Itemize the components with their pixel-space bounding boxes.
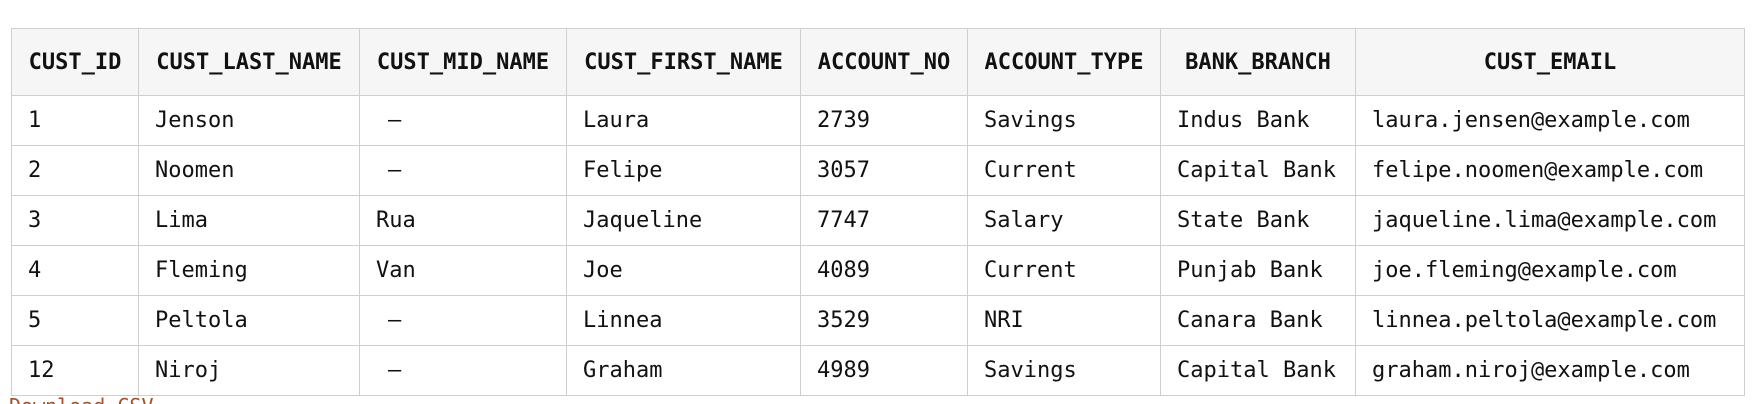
download-csv-link[interactable]: Download CSV [9, 396, 154, 404]
table-row: 1 Jenson – Laura 2739 Savings Indus Bank… [11, 95, 1745, 146]
table-header-row: CUST_ID CUST_LAST_NAME CUST_MID_NAME CUS… [11, 28, 1745, 96]
cell-bank-branch: Capital Bank [1160, 145, 1356, 196]
cell-cust-id: 1 [11, 95, 139, 146]
cell-cust-id: 5 [11, 295, 139, 346]
cell-cust-mid-name: – [359, 295, 567, 346]
cell-account-type: Savings [967, 95, 1161, 146]
cell-cust-email: laura.jensen@example.com [1355, 95, 1745, 146]
cell-cust-last-name: Fleming [138, 245, 360, 296]
cell-cust-mid-name: – [359, 345, 567, 396]
cell-cust-id: 12 [11, 345, 139, 396]
cell-bank-branch: Indus Bank [1160, 95, 1356, 146]
cell-cust-last-name: Niroj [138, 345, 360, 396]
cell-cust-first-name: Jaqueline [566, 195, 801, 246]
cell-bank-branch: State Bank [1160, 195, 1356, 246]
cell-cust-first-name: Joe [566, 245, 801, 296]
header-cust-first-name: CUST_FIRST_NAME [566, 28, 801, 96]
cell-account-type: Current [967, 245, 1161, 296]
cell-account-no: 2739 [800, 95, 968, 146]
cell-cust-first-name: Laura [566, 95, 801, 146]
cell-account-no: 4089 [800, 245, 968, 296]
cell-cust-mid-name: Van [359, 245, 567, 296]
cell-account-no: 7747 [800, 195, 968, 246]
table-row: 3 Lima Rua Jaqueline 7747 Salary State B… [11, 195, 1745, 246]
cell-cust-last-name: Noomen [138, 145, 360, 196]
cell-cust-email: graham.niroj@example.com [1355, 345, 1745, 396]
cell-cust-first-name: Felipe [566, 145, 801, 196]
customer-table: CUST_ID CUST_LAST_NAME CUST_MID_NAME CUS… [11, 28, 1745, 396]
cell-bank-branch: Capital Bank [1160, 345, 1356, 396]
cell-account-no: 3057 [800, 145, 968, 196]
cell-cust-mid-name: Rua [359, 195, 567, 246]
cell-cust-email: felipe.noomen@example.com [1355, 145, 1745, 196]
cell-account-type: Savings [967, 345, 1161, 396]
cell-cust-email: jaqueline.lima@example.com [1355, 195, 1745, 246]
cell-bank-branch: Punjab Bank [1160, 245, 1356, 296]
customer-table-container: CUST_ID CUST_LAST_NAME CUST_MID_NAME CUS… [11, 28, 1745, 396]
table-row: 5 Peltola – Linnea 3529 NRI Canara Bank … [11, 295, 1745, 346]
header-cust-id: CUST_ID [11, 28, 139, 96]
header-cust-last-name: CUST_LAST_NAME [138, 28, 360, 96]
cell-bank-branch: Canara Bank [1160, 295, 1356, 346]
cell-cust-email: linnea.peltola@example.com [1355, 295, 1745, 346]
cell-account-type: Salary [967, 195, 1161, 246]
table-row: 4 Fleming Van Joe 4089 Current Punjab Ba… [11, 245, 1745, 296]
cell-account-type: NRI [967, 295, 1161, 346]
cell-cust-id: 2 [11, 145, 139, 196]
cell-account-type: Current [967, 145, 1161, 196]
cell-cust-mid-name: – [359, 95, 567, 146]
cell-cust-id: 3 [11, 195, 139, 246]
cell-cust-last-name: Peltola [138, 295, 360, 346]
cell-account-no: 3529 [800, 295, 968, 346]
table-row: 2 Noomen – Felipe 3057 Current Capital B… [11, 145, 1745, 196]
header-cust-email: CUST_EMAIL [1355, 28, 1745, 96]
cell-cust-last-name: Jenson [138, 95, 360, 146]
header-account-type: ACCOUNT_TYPE [967, 28, 1161, 96]
header-bank-branch: BANK_BRANCH [1160, 28, 1356, 96]
header-cust-mid-name: CUST_MID_NAME [359, 28, 567, 96]
table-row: 12 Niroj – Graham 4989 Savings Capital B… [11, 345, 1745, 396]
cell-cust-id: 4 [11, 245, 139, 296]
cell-cust-mid-name: – [359, 145, 567, 196]
cell-cust-first-name: Graham [566, 345, 801, 396]
cell-cust-last-name: Lima [138, 195, 360, 246]
header-account-no: ACCOUNT_NO [800, 28, 968, 96]
cell-cust-email: joe.fleming@example.com [1355, 245, 1745, 296]
cell-account-no: 4989 [800, 345, 968, 396]
cell-cust-first-name: Linnea [566, 295, 801, 346]
